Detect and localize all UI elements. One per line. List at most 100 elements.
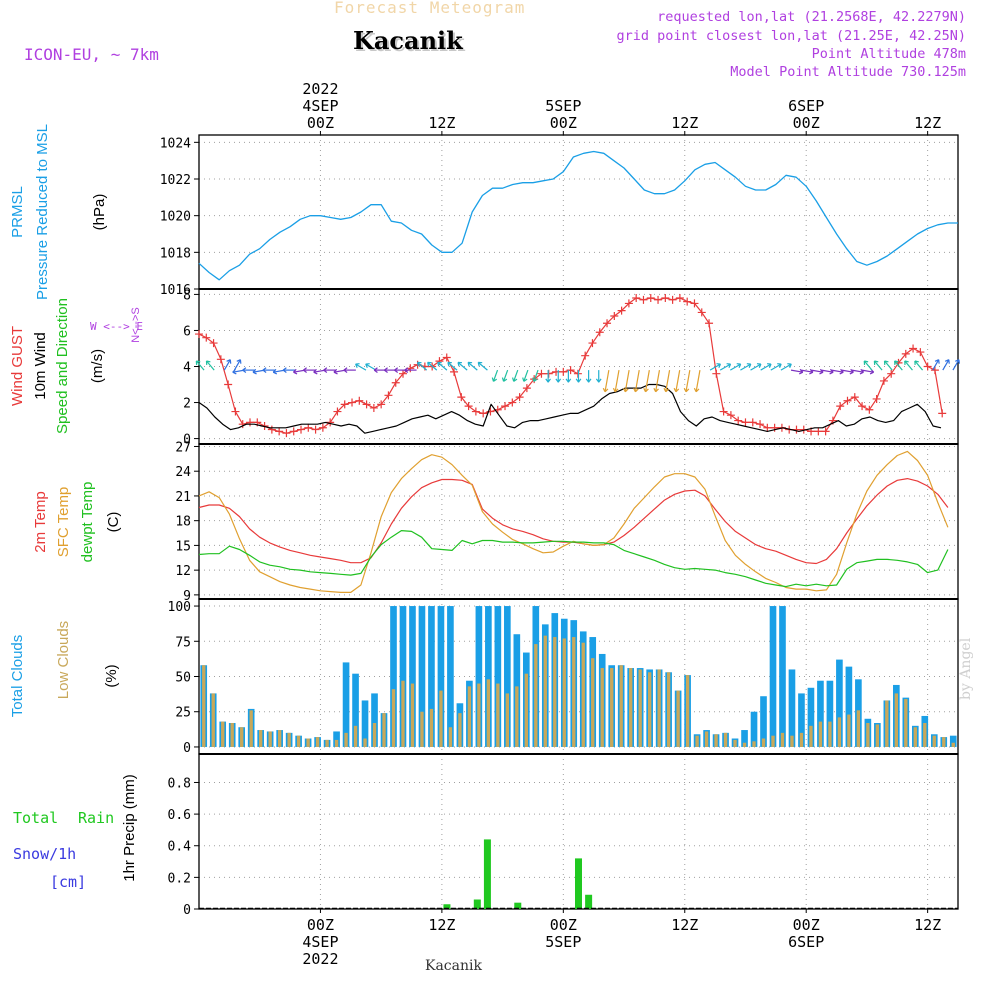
low-cloud-bar (818, 721, 823, 747)
total-cloud-bar (399, 606, 407, 747)
wind-arrow-head (673, 387, 680, 393)
y-tick-label-clouds: 50 (175, 671, 191, 686)
wind-arrow-head (693, 387, 700, 393)
y-tick-label-clouds: 100 (168, 600, 191, 615)
top-time-label: 00Z (793, 114, 820, 132)
gust-marker (675, 294, 684, 303)
wind-direction-arrow (457, 361, 468, 371)
wind-direction-arrow (502, 369, 509, 382)
chart-top-title: Forecast Meteogram (334, 0, 526, 17)
wind-arrow-head (787, 363, 792, 369)
low-cloud-bar (439, 690, 443, 747)
rain-bar (443, 904, 451, 909)
wind-arrow-head (575, 378, 582, 383)
y-tick-label-temp: 9 (183, 589, 191, 604)
gust-marker (588, 339, 597, 348)
total-cloud-bar (807, 687, 815, 747)
wind-arrow-head (293, 368, 298, 375)
wind-arrow-head (873, 360, 879, 365)
wind-arrow-head (394, 367, 399, 373)
wind-direction-arrow (914, 360, 924, 371)
gust-marker (872, 394, 881, 403)
gust-marker (501, 402, 510, 411)
gust-marker (712, 369, 721, 378)
wind-arrow-head (934, 359, 940, 364)
gust-marker (705, 319, 714, 328)
wind-arrow-head (447, 361, 452, 367)
wind-direction-arrow (675, 370, 681, 392)
y-tick-label-pressure: 1020 (160, 210, 191, 225)
wind-direction-arrow (952, 359, 960, 371)
low-cloud-bar (353, 725, 358, 747)
gust-marker (814, 427, 823, 436)
low-cloud-bar (315, 737, 320, 747)
wind-arrow-head (736, 363, 742, 369)
wind-arrow-head (437, 361, 442, 367)
low-cloud-bar (638, 669, 642, 747)
wind-arrow-head (532, 377, 538, 382)
wind-arrow-head (373, 367, 378, 373)
gust-marker (195, 330, 203, 339)
wind-arrow-head (232, 368, 237, 375)
low-cloud-bar (923, 723, 927, 747)
wind-direction-arrow (821, 369, 834, 373)
gust-marker (610, 312, 619, 321)
wind-direction-arrow (873, 360, 883, 371)
low-cloud-bar (477, 683, 481, 747)
wind-direction-arrow (644, 370, 650, 392)
gust-marker (763, 423, 772, 432)
total-cloud-bar (494, 606, 502, 747)
low-cloud-bar (572, 637, 576, 747)
wind-arrow-head (585, 378, 592, 383)
wind-direction-arrow (365, 363, 377, 371)
gust-marker (887, 369, 896, 378)
wind-direction-arrow (206, 360, 215, 371)
gust-marker (923, 362, 932, 371)
low-cloud-bar (496, 683, 500, 747)
wind-direction-arrow (467, 361, 478, 371)
y-tick-label-wind: 0 (183, 433, 191, 448)
wind-direction-arrow (477, 361, 488, 371)
gust-marker (246, 418, 255, 427)
total-cloud-bar (741, 730, 748, 747)
total-cloud-bar (826, 680, 834, 747)
y-tick-label-temp: 24 (175, 465, 191, 480)
y-tick-label-pressure: 1022 (160, 173, 191, 188)
top-time-label: 12Z (914, 114, 941, 132)
gust-marker (450, 367, 459, 376)
low-cloud-bar (306, 738, 310, 747)
wind-arrow-head (777, 363, 782, 369)
wind-direction-arrow (437, 361, 448, 371)
bottom-time-label: 12Z (428, 916, 455, 934)
low-cloud-bar (761, 738, 766, 747)
gust-marker (216, 355, 225, 364)
wind-arrow-head (272, 368, 278, 375)
gust-marker (879, 376, 888, 385)
gust-marker (624, 299, 633, 308)
y-tick-label-wind: 8 (183, 288, 191, 303)
y-tick-label-wind: 6 (183, 324, 191, 339)
gust-marker (267, 425, 276, 434)
total-cloud-bar (504, 606, 511, 747)
low-cloud-bar (211, 693, 215, 747)
temp-unit-label: (C) (105, 512, 122, 533)
wind-arrow-head (904, 360, 909, 365)
wind-arrow-head (545, 378, 551, 383)
wind-arrow-head (333, 368, 338, 375)
y-tick-label-pressure: 1016 (160, 283, 191, 298)
total-cloud-bar (333, 731, 340, 747)
snow-unit-label: [cm] (50, 873, 86, 891)
gust-marker (792, 425, 801, 434)
low-cloud-bar (591, 658, 595, 747)
y-tick-label-pressure: 1018 (160, 246, 191, 261)
wind-arrow-head (914, 360, 919, 365)
wind-direction-arrow (750, 363, 762, 371)
gust-marker (340, 400, 349, 409)
gust-marker (486, 407, 495, 416)
gust-marker (661, 294, 670, 303)
low-cloud-bar (866, 723, 870, 747)
compass-n-s: N<-->S (130, 307, 142, 342)
total-cloud-bar (760, 696, 767, 747)
y-tick-label-clouds: 25 (175, 706, 191, 721)
wind-dir-label: Speed and Direction (54, 298, 71, 434)
